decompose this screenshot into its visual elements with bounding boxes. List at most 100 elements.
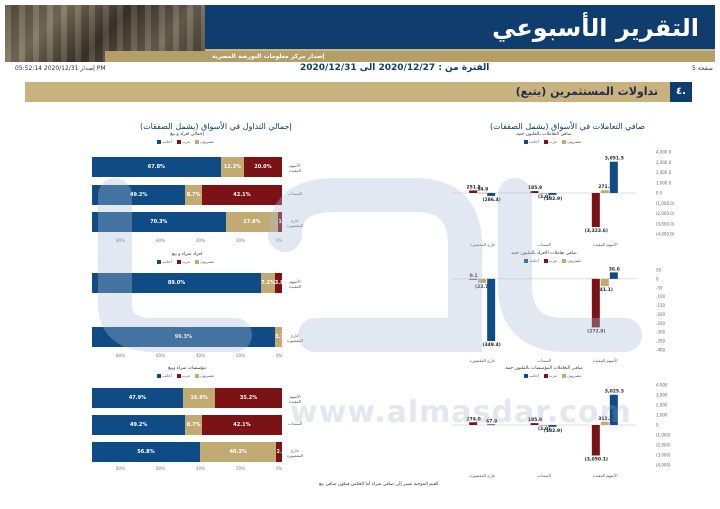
y-tick-label: (1,000.0) [656, 201, 675, 206]
y-tick-label: (2,000) [656, 443, 671, 448]
legend-label: أجانب [161, 139, 172, 144]
y-tick-label: -100 [656, 294, 666, 299]
section-number: ٤. [670, 82, 692, 102]
legend-swatch [543, 259, 548, 263]
data-label: 36.6 [609, 266, 620, 272]
bar [469, 278, 478, 280]
bar [600, 278, 609, 287]
legend-swatch [523, 140, 528, 144]
bar-segment: 42.1% [201, 185, 282, 205]
chart-legend: مصريون عرب أجانب [492, 373, 616, 378]
legend-label: عرب [548, 373, 558, 378]
y-tick-label: 0 [656, 276, 659, 281]
category-label: الأسهم المقيدة [593, 358, 618, 363]
y-tick-label: 2,000 [656, 403, 668, 408]
legend-swatch [176, 374, 181, 378]
data-label: (182.9) [544, 428, 562, 434]
chart-title: صافي تعاملات الافراد بالمليون جنيه [511, 251, 577, 256]
category-label: خارج المقصورة [470, 358, 496, 363]
bar-segment: 70.3% [92, 212, 226, 232]
x-tick-label: 0% [276, 466, 283, 471]
bar-segment: 96.3% [92, 327, 275, 347]
vertical-bar-chart: 4,000 3,000 2,000 1,000 0 (1,000) (2,000) (3,00… [452, 383, 671, 478]
legend-label: مصريون [567, 373, 582, 378]
bar-segment: 49.2% [92, 185, 186, 205]
legend-swatch [562, 374, 567, 378]
legend-swatch [543, 374, 548, 378]
category-label: السندات [287, 191, 303, 196]
chart-legend: مصريون عرب أجانب [132, 373, 242, 378]
bar [609, 161, 618, 193]
x-tick-label: 80% [116, 238, 125, 243]
x-tick-label: 20% [236, 466, 245, 471]
page-number: صفحة 5 [692, 65, 713, 72]
y-tick-label: -400 [656, 348, 666, 353]
data-label: 312.2 [598, 416, 612, 422]
bar-segment: 35.2% [215, 388, 282, 408]
legend-label: مصريون [200, 373, 215, 378]
chart-legend: مصريون عرب أجانب [132, 139, 242, 144]
section-title: تداولات المستثمرين (يتبع) [515, 85, 658, 98]
category-label: خارج المقصورة [470, 242, 496, 247]
legend-label: أجانب [528, 139, 539, 144]
x-tick-label: 20% [236, 353, 245, 358]
legend-swatch [176, 260, 181, 264]
chart-title: صافي التعاملات بالمليون جنيه [516, 132, 572, 137]
category-label: السندات [537, 242, 551, 247]
legend-label: أجانب [528, 258, 539, 263]
bar [487, 193, 496, 196]
chart-legend: مصريون عرب أجانب [132, 259, 242, 264]
legend-swatch [562, 259, 567, 263]
data-label: 3,025.3 [605, 389, 624, 395]
y-tick-label: -300 [656, 330, 666, 335]
category-label: خارج المقصورة [470, 473, 496, 478]
bar-segment: 20.0% [243, 157, 282, 177]
legend-swatch [176, 140, 181, 144]
legend-swatch [195, 140, 200, 144]
bar-segment: 1.9% [278, 212, 282, 232]
bar-segment: 40.3% [199, 442, 277, 462]
category-label: الأسهم المقيدة [288, 163, 302, 173]
right-panel-title: صافي التعاملات في الأسواق (يشمل الصفقات) [490, 122, 645, 131]
y-tick-label: -150 [656, 303, 666, 308]
report-header: التقرير الأسبوعي إصدار مركز معلومات البو… [5, 5, 715, 62]
y-tick-label: 1,000.0 [656, 180, 672, 185]
bar-segment: 56.8% [92, 442, 200, 462]
bar-segment: 8.7% [185, 185, 202, 205]
bar [469, 190, 478, 193]
data-label: (3.0) [538, 426, 550, 432]
y-tick-label: (3,000.0) [656, 221, 675, 226]
bar-segment: 7.2% [261, 273, 275, 293]
legend-swatch [156, 260, 161, 264]
stacked-bar: 67.8% 12.2% 20.0% [92, 157, 282, 177]
legend-label: أجانب [161, 373, 172, 378]
stacked-bar: 89.0%7.2%3.8% [92, 273, 282, 293]
x-tick-label: 80% [116, 466, 125, 471]
y-tick-label: 2,000.0 [656, 170, 672, 175]
bar-segment: 3.7% [274, 327, 282, 347]
stacked-bar: 70.3%27.8%1.9% [92, 212, 282, 232]
footnote: القيم الموجبة تشير إلى صافي شراء أما الع… [318, 482, 440, 487]
y-tick-label: 4,000 [656, 383, 668, 388]
category-label: السندات [537, 358, 551, 363]
bar [591, 193, 600, 228]
legend-label: أجانب [528, 373, 539, 378]
left-panel-title: إجمالي التداول في الأسواق (يشمل الصفقات) [140, 122, 292, 131]
header-photo [5, 5, 205, 62]
legend-label: عرب [181, 373, 191, 378]
data-label: (3,323.6) [585, 228, 608, 234]
report-title: التقرير الأسبوعي [492, 14, 699, 42]
bar [600, 190, 609, 193]
y-tick-label: (2,000.0) [656, 211, 675, 216]
stacked-bar: 56.8%40.3%2.9% [92, 442, 282, 462]
chart-legend: مصريون عرب أجانب [492, 258, 616, 263]
chart-title: مؤسسات شراء وبيع [168, 366, 206, 371]
watermark-url: www.almasdar.com [290, 395, 632, 430]
y-tick-label: 0.0 [656, 191, 663, 196]
x-tick-label: 60% [156, 238, 165, 243]
bar-segment: 16.9% [183, 388, 216, 408]
x-tick-label: 20% [236, 238, 245, 243]
header-divider [205, 49, 715, 51]
legend-label: أجانب [161, 259, 172, 264]
x-tick-label: 40% [196, 466, 205, 471]
